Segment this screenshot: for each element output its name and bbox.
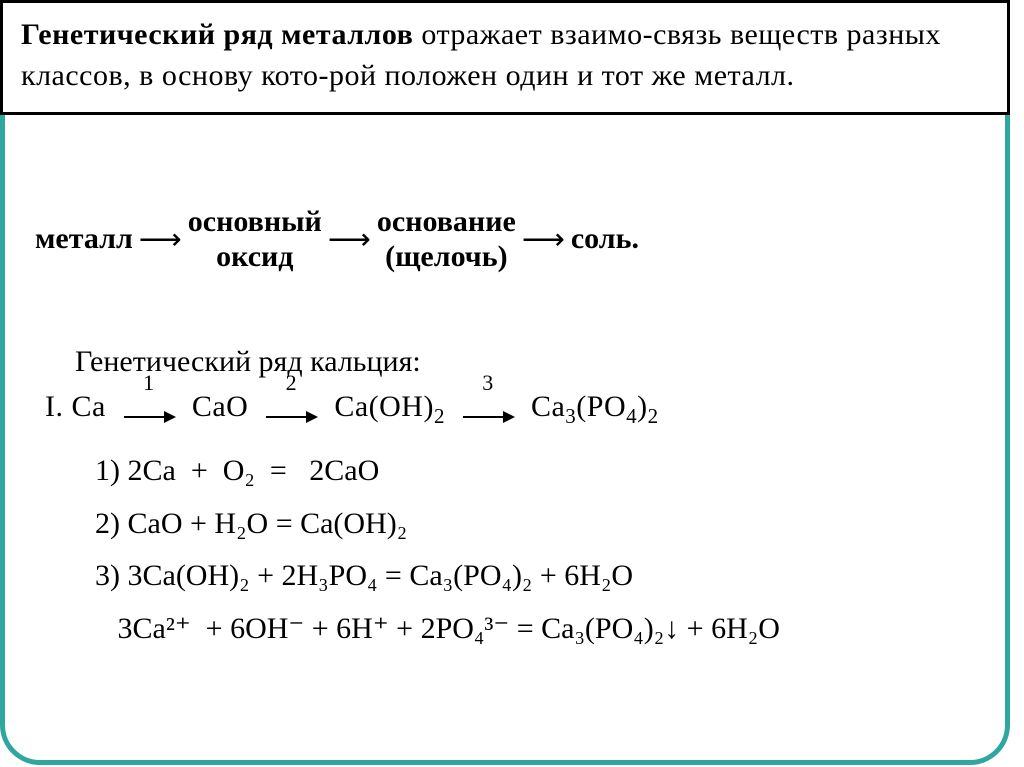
flow-base: основание (щелочь) bbox=[377, 205, 516, 274]
equation-4-ionic: 3Ca²⁺ + 6OH⁻ + 6H⁺ + 2PO₄³⁻ = Ca₃(PO₄)₂↓… bbox=[95, 603, 780, 656]
arrow-icon: ⟶ bbox=[322, 222, 377, 257]
equation-3: 3) 3Ca(OH)₂ + 2H₃PO₄ = Ca₃(PO₄)₂ + 6H₂O bbox=[95, 550, 780, 603]
slide-frame: Генетический ряд металлов отражает взаим… bbox=[0, 0, 1010, 765]
chain-ca3po42: Ca3(PO4)2 bbox=[531, 390, 659, 423]
flow-metal: металл bbox=[35, 222, 133, 257]
definition-box: Генетический ряд металлов отражает взаим… bbox=[0, 0, 1010, 115]
chain-prefix: I. Ca bbox=[45, 390, 106, 423]
flow-salt: соль. bbox=[571, 222, 639, 257]
flow-oxide: основный оксид bbox=[188, 205, 322, 274]
arrow-icon: ⟶ bbox=[516, 222, 571, 257]
chain-caoh2: Ca(OH)2 bbox=[334, 390, 445, 423]
chain-arrow-1: 1 bbox=[114, 392, 184, 426]
title-bold: Генетический ряд металлов bbox=[21, 18, 413, 51]
equation-1: 1) 2Ca + O₂ = 2CaO bbox=[95, 445, 780, 498]
arrow-icon: ⟶ bbox=[133, 222, 188, 257]
reaction-chain: I. Ca 1 CaO 2 Ca(OH)2 3 Ca3(PO4)2 bbox=[45, 390, 659, 429]
chain-arrow-2: 2 bbox=[256, 392, 326, 426]
chain-cao: CaO bbox=[192, 390, 249, 423]
equation-2: 2) CaO + H₂O = Ca(OH)₂ bbox=[95, 498, 780, 551]
flow-diagram: металл ⟶ основный оксид ⟶ основание (щел… bbox=[35, 205, 985, 274]
chain-arrow-3: 3 bbox=[453, 392, 523, 426]
equations-block: 1) 2Ca + O₂ = 2CaO 2) CaO + H₂O = Ca(OH)… bbox=[95, 445, 780, 655]
